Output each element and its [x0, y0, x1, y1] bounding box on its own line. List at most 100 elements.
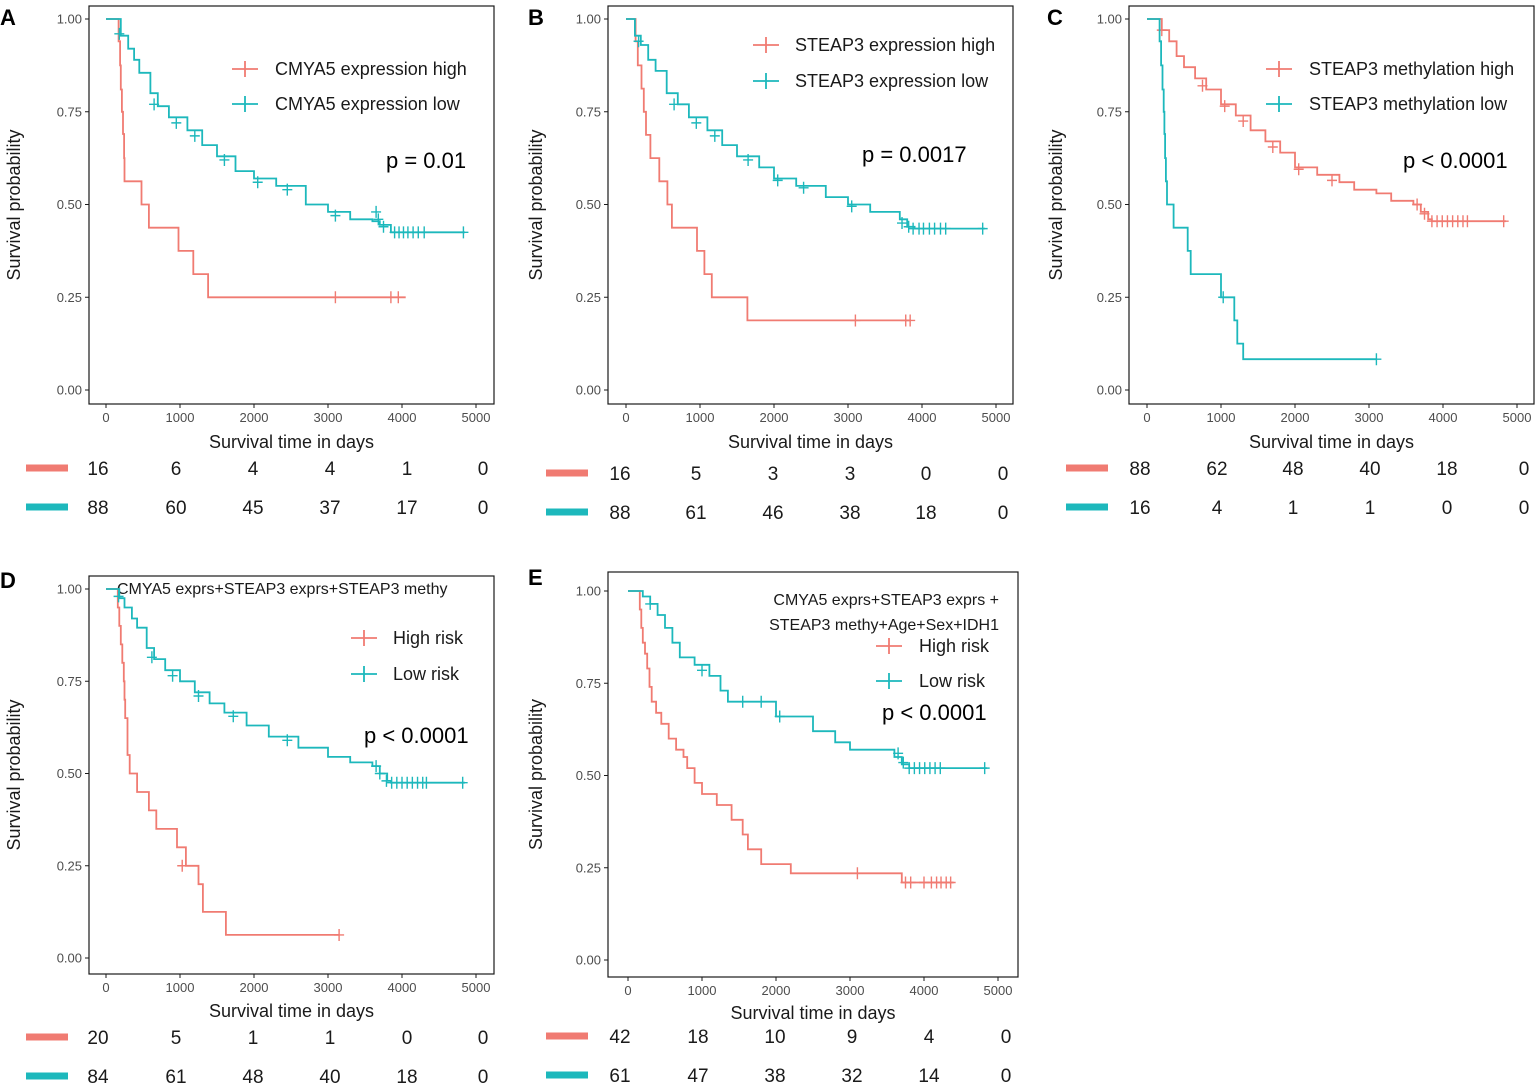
- censor-mark: [113, 590, 124, 603]
- censor-mark: [697, 664, 707, 677]
- x-tick-label: 2000: [240, 980, 269, 995]
- x-tick-label: 4000: [1429, 410, 1458, 425]
- risk-count: 1: [248, 1028, 259, 1049]
- y-tick-label: 1.00: [576, 12, 601, 27]
- censor-mark: [282, 734, 293, 747]
- risk-count: 0: [1442, 498, 1453, 519]
- censor-mark: [798, 181, 809, 194]
- censor-mark: [167, 669, 178, 682]
- y-tick-label: 0.00: [576, 953, 601, 968]
- legend-key-high: [876, 638, 902, 654]
- censor-mark: [334, 928, 345, 941]
- censor-mark: [282, 183, 293, 196]
- survival-curve-low: [106, 588, 465, 784]
- y-tick-label: 0.00: [57, 951, 82, 966]
- risk-count: 5: [691, 464, 702, 485]
- y-tick-label: 0.25: [576, 860, 601, 875]
- censor-mark: [252, 176, 263, 189]
- censor-mark: [905, 314, 916, 327]
- risk-count: 48: [1282, 459, 1303, 480]
- censor-mark: [381, 774, 392, 787]
- censor-mark: [645, 597, 656, 610]
- legend-key-high: [232, 61, 258, 77]
- censor-mark: [1412, 198, 1423, 211]
- km-panel-c: C0.000.250.500.751.000 1000 2000 3000 4000 50…: [1046, 5, 1535, 519]
- risk-count: 0: [1519, 459, 1530, 480]
- x-tick-label: 0: [102, 410, 109, 425]
- censor-mark: [219, 153, 230, 166]
- risk-count: 88: [609, 503, 630, 524]
- x-tick-label: 0: [624, 983, 631, 998]
- panel-letter: C: [1047, 5, 1063, 30]
- risk-count: 88: [1129, 459, 1150, 480]
- risk-count: 0: [478, 498, 489, 519]
- y-tick-label: 0.50: [57, 197, 82, 212]
- censor-mark: [1462, 215, 1473, 228]
- plot-frame: [88, 575, 495, 975]
- panel-letter: A: [0, 5, 16, 30]
- risk-count: 88: [87, 498, 108, 519]
- x-tick-label: 5000: [1503, 410, 1532, 425]
- censor-mark: [1219, 100, 1230, 113]
- risk-count: 18: [396, 1067, 417, 1086]
- y-tick-label: 0.75: [57, 104, 82, 119]
- y-tick-label: 1.00: [576, 584, 601, 599]
- p-value: p = 0.0017: [862, 142, 967, 167]
- legend-label: STEAP3 expression high: [795, 35, 995, 55]
- risk-count: 0: [1001, 1027, 1012, 1048]
- y-tick-label: 1.00: [57, 582, 82, 597]
- censor-mark: [371, 760, 382, 773]
- x-tick-label: 3000: [834, 410, 863, 425]
- censor-mark: [193, 690, 204, 703]
- x-tick-label: 5000: [462, 410, 491, 425]
- risk-count: 0: [478, 1067, 489, 1086]
- y-axis-title: Survival probability: [526, 699, 546, 850]
- x-tick-label: 0: [1143, 410, 1150, 425]
- y-tick-label: 0.25: [57, 290, 82, 305]
- risk-count: 0: [402, 1028, 413, 1049]
- censor-mark: [393, 291, 404, 304]
- panel-letter: E: [528, 565, 543, 590]
- censor-mark: [1267, 140, 1278, 153]
- risk-count: 4: [248, 459, 259, 480]
- y-tick-label: 0.75: [576, 676, 601, 691]
- censor-mark: [1419, 207, 1430, 220]
- risk-count: 3: [768, 464, 779, 485]
- x-tick-label: 1000: [166, 410, 195, 425]
- censor-mark: [330, 291, 341, 304]
- risk-count: 0: [1519, 498, 1530, 519]
- x-tick-label: 1000: [686, 410, 715, 425]
- x-tick-label: 0: [622, 410, 629, 425]
- y-tick-label: 0.25: [1097, 290, 1122, 305]
- censor-mark: [850, 314, 861, 327]
- survival-curve-high: [106, 588, 340, 936]
- censor-mark: [774, 710, 785, 723]
- censor-mark: [149, 98, 160, 111]
- censor-mark: [1371, 353, 1382, 366]
- km-panel-d: D0.000.250.500.751.000 1000 2000 3000 4000 50…: [0, 568, 495, 1086]
- legend-key-low: [1266, 96, 1292, 112]
- risk-count: 38: [839, 503, 860, 524]
- x-tick-label: 3000: [314, 410, 343, 425]
- survival-curve-low: [628, 590, 987, 769]
- censor-mark: [669, 98, 680, 111]
- censor-mark: [756, 695, 767, 708]
- censor-mark: [772, 174, 783, 187]
- x-tick-label: 2000: [240, 410, 269, 425]
- risk-count: 16: [609, 464, 630, 485]
- censor-mark: [1498, 215, 1509, 228]
- legend-label: High risk: [919, 636, 990, 656]
- risk-count: 84: [87, 1067, 109, 1086]
- censor-mark: [903, 220, 914, 233]
- y-tick-label: 1.00: [57, 12, 82, 27]
- risk-count: 48: [242, 1067, 263, 1086]
- censor-mark: [977, 222, 988, 235]
- risk-count: 14: [918, 1066, 940, 1086]
- risk-count: 45: [242, 498, 263, 519]
- censor-mark: [457, 776, 468, 789]
- censor-mark: [378, 220, 389, 233]
- model-title-line: STEAP3 methy+Age+Sex+IDH1: [769, 617, 999, 634]
- risk-count: 61: [165, 1067, 186, 1086]
- y-tick-label: 0.75: [1097, 104, 1122, 119]
